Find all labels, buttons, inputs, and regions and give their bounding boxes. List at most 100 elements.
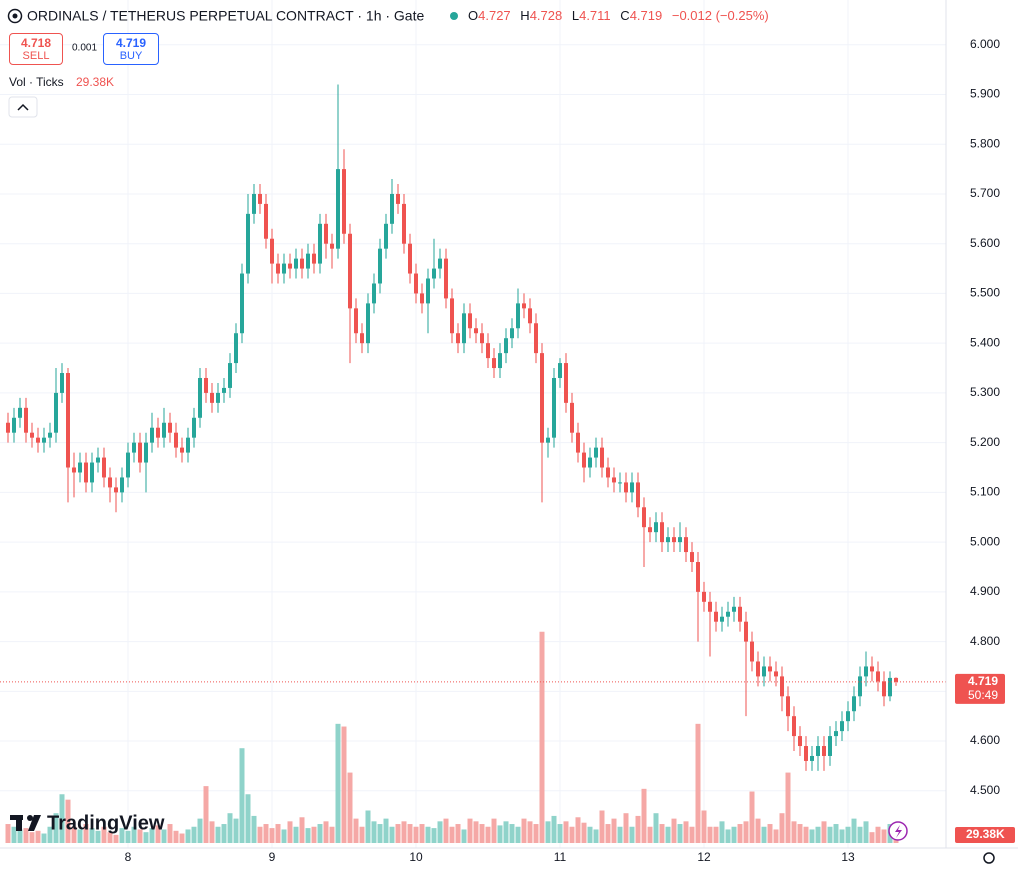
volume-bar: [227, 813, 233, 843]
volume-bar: [131, 826, 137, 843]
candle-body: [846, 711, 850, 722]
candle-body: [756, 661, 760, 677]
candle-body: [150, 427, 154, 443]
h-label: H: [520, 8, 529, 23]
candle-body: [420, 293, 424, 304]
candle-body: [120, 477, 124, 493]
volume-bar: [335, 723, 341, 843]
candle-body: [216, 392, 220, 403]
volume-bar: [551, 815, 557, 843]
market-status: [450, 12, 458, 20]
volume-bar: [875, 826, 881, 843]
settings-icon[interactable]: [983, 852, 995, 864]
candle-body: [444, 258, 448, 299]
candle-body: [450, 298, 454, 334]
alert-bolt: [895, 825, 902, 838]
x-tick-label: 10: [409, 850, 423, 864]
collapse-button[interactable]: [8, 96, 38, 118]
y-tick-label: 5.900: [970, 87, 1000, 101]
candle-body: [48, 432, 52, 438]
volume-bar: [281, 829, 287, 843]
volume-bar: [773, 829, 779, 843]
candle-body: [564, 363, 568, 403]
candle-body: [132, 442, 136, 453]
x-tick-label: 12: [697, 850, 711, 864]
candle-body: [546, 437, 550, 443]
candle-body: [828, 736, 832, 756]
candle-body: [282, 263, 286, 274]
volume-bar: [119, 828, 125, 843]
candle-body: [198, 377, 202, 418]
volume-bar: [707, 826, 713, 843]
candle-body: [342, 169, 346, 234]
x-tick-label: 9: [269, 850, 276, 864]
candle-body: [228, 363, 232, 388]
collapse-icon: [17, 103, 29, 111]
candle-body: [660, 522, 664, 543]
sell-button[interactable]: 4.718 SELL: [9, 33, 63, 65]
volume-bar: [341, 726, 347, 843]
volume-bar: [491, 818, 497, 843]
o-value: 4.727: [478, 8, 511, 23]
y-tick-label: 4.600: [970, 733, 1000, 747]
volume-bar: [53, 813, 59, 843]
candle-body: [414, 273, 418, 294]
candle-body: [390, 193, 394, 224]
volume-bar: [647, 826, 653, 843]
volume-bar: [743, 821, 749, 843]
candle-body: [480, 333, 484, 344]
candle-body: [810, 755, 814, 761]
volume-bar: [857, 826, 863, 843]
candle-body: [702, 591, 706, 602]
candle-body: [738, 606, 742, 622]
candle-body: [876, 671, 880, 682]
candle-body: [816, 746, 820, 756]
candle-body: [678, 537, 682, 543]
volume-bar: [761, 826, 767, 843]
candle-body: [786, 696, 790, 717]
volume-bar: [833, 824, 839, 843]
volume-bar: [149, 828, 155, 843]
buy-button[interactable]: 4.719 BUY: [103, 33, 159, 65]
candle-body: [102, 457, 106, 478]
candle-body: [294, 258, 298, 269]
candle-body: [36, 437, 40, 443]
candle-body: [426, 278, 430, 304]
candle-body: [834, 731, 838, 737]
candle-body: [126, 452, 130, 478]
candle-body: [156, 427, 160, 438]
volume-bar: [617, 826, 623, 843]
volume-bar: [233, 818, 239, 843]
candle-body: [600, 447, 604, 468]
candle-body: [648, 527, 652, 533]
x-tick-label: 13: [841, 850, 855, 864]
logo-mark: [28, 815, 41, 831]
spread: 0.001: [72, 43, 97, 54]
candle-body: [210, 392, 214, 403]
candle-body: [234, 333, 238, 364]
candle-body: [606, 467, 610, 478]
volume-bar: [473, 821, 479, 843]
volume-bar: [359, 826, 365, 843]
candle-body: [774, 671, 778, 677]
x-tick-label: 11: [554, 850, 567, 864]
volume-bar: [389, 826, 395, 843]
candle-body: [396, 193, 400, 204]
candle-body: [384, 223, 388, 249]
volume-bar: [509, 824, 515, 843]
candle-body: [870, 666, 874, 672]
volume-bar: [515, 826, 521, 843]
volume-bar: [797, 824, 803, 843]
volume-bar: [383, 818, 389, 843]
volume-bar: [77, 829, 83, 843]
volume-bar: [173, 830, 179, 843]
y-tick-label: 5.700: [970, 186, 1000, 200]
candle-body: [558, 363, 562, 378]
candle-body: [624, 482, 628, 493]
candle-body: [720, 616, 724, 622]
candle-body: [708, 601, 712, 612]
volume-bar: [107, 832, 113, 843]
candle-body: [456, 333, 460, 344]
candle-body: [468, 313, 472, 329]
candle-body: [732, 606, 736, 612]
